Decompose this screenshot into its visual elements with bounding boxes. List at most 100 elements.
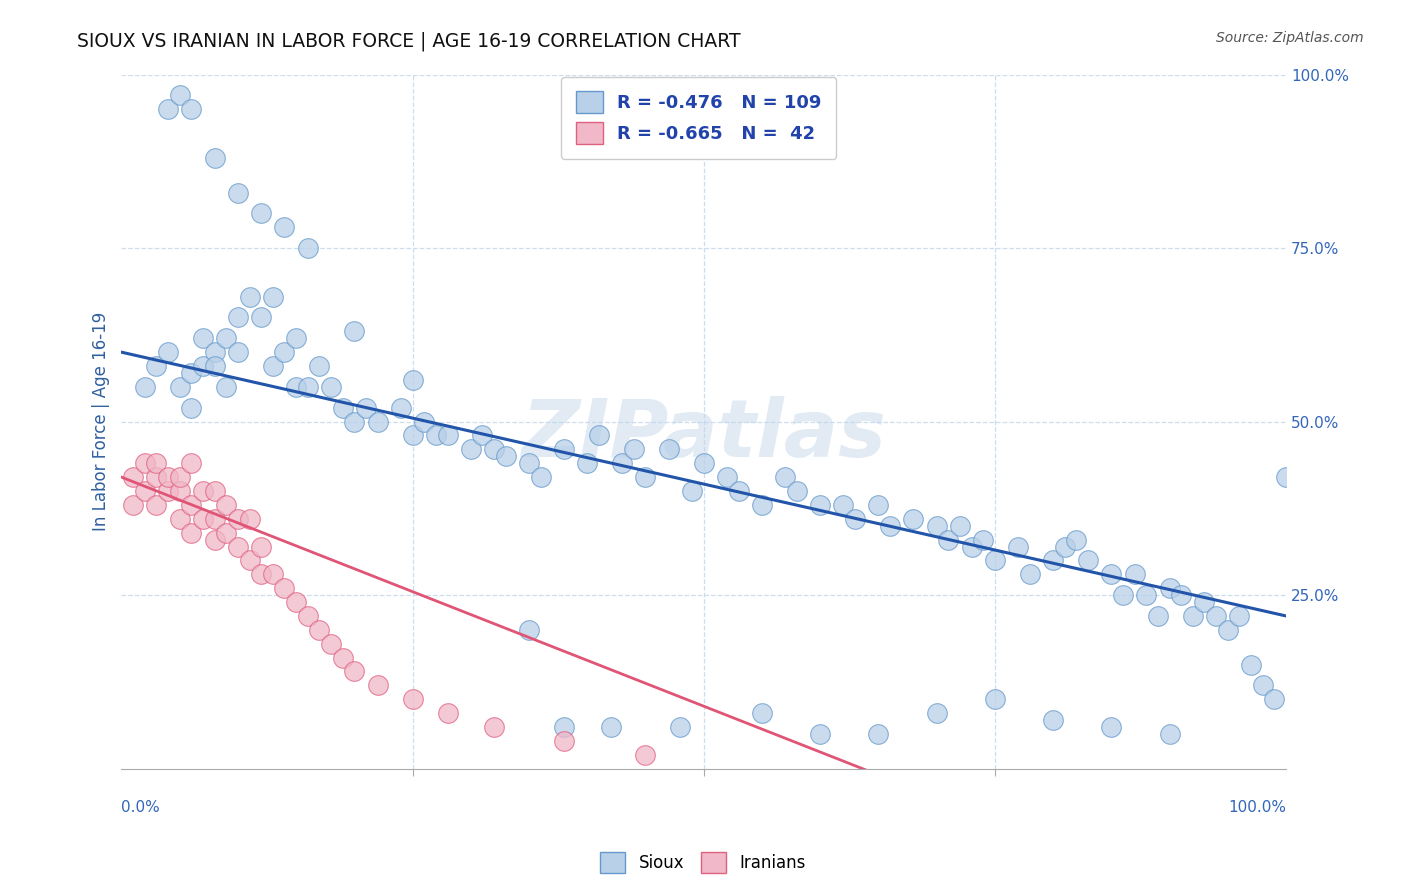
Point xyxy=(751,498,773,512)
Point xyxy=(389,401,412,415)
Point xyxy=(332,650,354,665)
Point xyxy=(1251,678,1274,692)
Point xyxy=(960,540,983,554)
Point xyxy=(436,706,458,720)
Point xyxy=(204,512,226,526)
Point xyxy=(226,310,249,325)
Point xyxy=(495,450,517,464)
Point xyxy=(250,310,273,325)
Point xyxy=(354,401,377,415)
Point xyxy=(343,665,366,679)
Text: ZIPatlas: ZIPatlas xyxy=(522,396,886,475)
Point xyxy=(297,609,319,624)
Point xyxy=(808,727,831,741)
Point xyxy=(401,692,423,706)
Point xyxy=(482,442,505,457)
Point xyxy=(972,533,994,547)
Point xyxy=(191,483,214,498)
Point xyxy=(262,359,284,373)
Point xyxy=(588,428,610,442)
Point xyxy=(1112,588,1135,602)
Point xyxy=(401,373,423,387)
Point xyxy=(180,498,202,512)
Point xyxy=(1275,470,1298,484)
Point xyxy=(157,102,180,116)
Point xyxy=(436,428,458,442)
Point xyxy=(204,483,226,498)
Point xyxy=(215,525,238,540)
Point xyxy=(134,456,156,470)
Point xyxy=(238,512,260,526)
Point xyxy=(832,498,855,512)
Point xyxy=(134,380,156,394)
Point xyxy=(599,720,621,734)
Point xyxy=(250,567,273,582)
Point xyxy=(180,401,202,415)
Point xyxy=(692,456,714,470)
Point xyxy=(180,456,202,470)
Point xyxy=(517,623,540,637)
Point xyxy=(1216,623,1239,637)
Point xyxy=(204,151,226,165)
Point xyxy=(191,331,214,345)
Point xyxy=(949,518,972,533)
Point xyxy=(180,525,202,540)
Point xyxy=(215,380,238,394)
Point xyxy=(786,483,808,498)
Point xyxy=(308,623,330,637)
Point xyxy=(191,359,214,373)
Text: SIOUX VS IRANIAN IN LABOR FORCE | AGE 16-19 CORRELATION CHART: SIOUX VS IRANIAN IN LABOR FORCE | AGE 16… xyxy=(77,31,741,51)
Point xyxy=(1099,567,1122,582)
Point xyxy=(273,345,295,359)
Text: 100.0%: 100.0% xyxy=(1227,800,1286,815)
Point xyxy=(332,401,354,415)
Point xyxy=(319,380,342,394)
Point xyxy=(226,186,249,200)
Point xyxy=(925,518,948,533)
Point xyxy=(879,518,901,533)
Point xyxy=(553,442,575,457)
Point xyxy=(984,692,1007,706)
Point xyxy=(1205,609,1227,624)
Point xyxy=(285,380,308,394)
Point xyxy=(226,512,249,526)
Point xyxy=(1263,692,1285,706)
Point xyxy=(936,533,959,547)
Point xyxy=(169,88,191,103)
Point xyxy=(471,428,494,442)
Point xyxy=(319,637,342,651)
Point xyxy=(215,331,238,345)
Point xyxy=(157,470,180,484)
Point xyxy=(145,498,167,512)
Point xyxy=(413,415,436,429)
Legend: R = -0.476   N = 109, R = -0.665   N =  42: R = -0.476 N = 109, R = -0.665 N = 42 xyxy=(561,77,837,159)
Point xyxy=(367,415,389,429)
Point xyxy=(1170,588,1192,602)
Point xyxy=(122,470,145,484)
Point xyxy=(238,553,260,567)
Point xyxy=(250,540,273,554)
Point xyxy=(1159,581,1181,595)
Point xyxy=(903,512,925,526)
Point xyxy=(180,102,202,116)
Point xyxy=(297,241,319,255)
Point xyxy=(180,366,202,380)
Point xyxy=(1066,533,1088,547)
Point xyxy=(169,483,191,498)
Point xyxy=(308,359,330,373)
Point xyxy=(1135,588,1157,602)
Point xyxy=(401,428,423,442)
Point xyxy=(984,553,1007,567)
Point xyxy=(169,512,191,526)
Text: 0.0%: 0.0% xyxy=(121,800,160,815)
Point xyxy=(925,706,948,720)
Point xyxy=(808,498,831,512)
Point xyxy=(343,324,366,338)
Point xyxy=(285,331,308,345)
Point xyxy=(157,483,180,498)
Y-axis label: In Labor Force | Age 16-19: In Labor Force | Age 16-19 xyxy=(93,312,110,532)
Point xyxy=(623,442,645,457)
Point xyxy=(285,595,308,609)
Point xyxy=(157,345,180,359)
Point xyxy=(1194,595,1216,609)
